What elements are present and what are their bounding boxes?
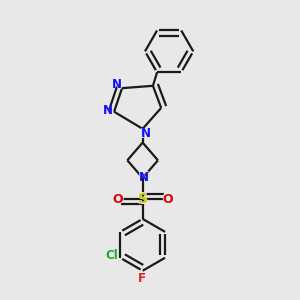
Text: N: N	[102, 104, 113, 118]
Text: O: O	[162, 192, 174, 207]
Text: O: O	[163, 193, 173, 206]
Text: N: N	[139, 171, 148, 184]
Text: F: F	[138, 272, 146, 286]
Text: F: F	[137, 272, 146, 286]
Text: N: N	[112, 78, 122, 91]
Text: S: S	[138, 192, 148, 206]
Text: O: O	[112, 193, 123, 206]
Text: N: N	[140, 127, 152, 140]
Text: Cl: Cl	[104, 248, 119, 262]
Text: O: O	[111, 192, 124, 207]
Text: N: N	[111, 78, 122, 92]
Text: N: N	[103, 104, 112, 117]
Text: N: N	[138, 170, 149, 184]
Text: S: S	[137, 192, 148, 207]
Text: Cl: Cl	[105, 249, 118, 262]
Text: N: N	[141, 127, 151, 140]
